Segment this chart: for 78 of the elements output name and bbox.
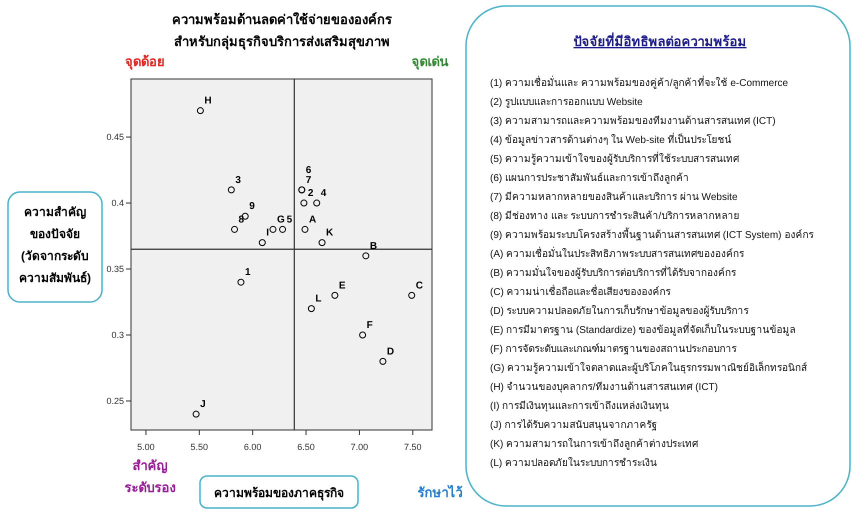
point [331, 292, 338, 299]
text: (A) ความเชื่อมั่นในประสิทธิภาพระบบสารสนเทศขององค์กร [490, 246, 746, 260]
annotation: A [308, 214, 316, 226]
text: (9) ความพร้อมระบบโครงสร้างพื้นฐานด้านสารสนเทศ (ICT System) องค์กร [490, 227, 814, 241]
text: จุดด้อย [125, 54, 165, 70]
point [318, 239, 326, 246]
annotation: C [416, 280, 423, 292]
point [362, 252, 370, 260]
text: (J) การได้รับความสนับสนุนจากภาครัฐ [490, 419, 658, 431]
chart-title: ความพร้อมด้านลดค่าใช้จ่ายขององค์กร [172, 11, 392, 27]
annotation: G [276, 214, 285, 226]
text: (L) ความปลอดภัยในระบบการชำระเงิน [490, 457, 657, 469]
x-tick-label: 5.00 [137, 442, 155, 452]
point [269, 226, 276, 233]
point [196, 107, 204, 114]
x-axis-title: ความพร้อมของภาคธุรกิจ [214, 486, 344, 501]
y-tick-label: 0.4 [111, 198, 124, 208]
annotation: 7 [306, 174, 312, 186]
y-axis-title: ความสำคัญ ของปัจจัย (วัดจากระดับ ความสัมพันธ์) [19, 205, 91, 285]
annotation: 1 [244, 267, 251, 278]
text: (G) ความรู้ความเข้าใจตลาดและผู้บริโภคในธุรกรรมพาณิชย์อิเล็กทรอนิกส์ [490, 360, 808, 374]
text: (3) ความสามารถและความพร้อมของทีมงานด้านสารสนเทศ (ICT) [490, 115, 776, 127]
annotation: F [366, 320, 373, 331]
x-tick-label: 6.50 [297, 442, 315, 452]
point [308, 305, 315, 312]
x-tick-label: 6.00 [244, 442, 262, 452]
text: (1) ความเชื่อมั่นและ ความพร้อมของคู่ค้า/ลูกค้าที่จะใช้ e-Commerce [490, 75, 789, 89]
y-tick-label: 0.45 [106, 132, 124, 142]
text: สำคัญ ระดับรอง [124, 458, 176, 495]
annotation: K [326, 228, 334, 239]
y-tick-label: 0.25 [106, 396, 124, 406]
annotation: J [200, 399, 206, 410]
text: (8) มีช่องทาง และ ระบบการชำระสินค้า/บริการหลากหลาย [490, 210, 740, 222]
x-tick-label: 7.50 [404, 442, 422, 452]
annotation: I [266, 228, 270, 239]
text: (7) มีความหลากหลายของสินค้าและบริการ ผ่าน Website [490, 191, 738, 203]
x-tick-label: 7.00 [350, 442, 368, 452]
text: (6) แผนการประชาสัมพันธ์และการเข้าถึงลูกค้า [490, 172, 689, 184]
point [300, 200, 308, 207]
chart-subtitle: สำหรับกลุ่มธุรกิจบริการส่งเสริมสุขภาพ [174, 34, 390, 50]
annotation: 4 [320, 188, 327, 200]
annotation: 2 [308, 188, 314, 200]
point [192, 410, 200, 418]
point [359, 331, 366, 338]
point [258, 239, 266, 246]
point [313, 200, 320, 207]
annotation: 5 [286, 214, 293, 226]
text: (5) ความรู้ความเข้าใจของผู้รับบริการที่ใช้ระบบสารสนเทศ [490, 151, 740, 165]
annotation: 3 [235, 174, 242, 186]
point [228, 186, 235, 194]
text: (H) จำนวนของบุคลากร/ทีมงานด้านสารสนเทศ (ICT) [490, 381, 718, 393]
text: (4) ข้อมูลข่าวสารด้านต่างๆ ใน Web-site ที่เป็นประโยชน์ [490, 132, 732, 146]
y-tick-label: 0.3 [111, 330, 124, 340]
text: (I) การมีเงินทุนและการเข้าถึงแหล่งเงินทุน [490, 400, 670, 412]
text: รักษาไว้ [418, 484, 462, 500]
text: (E) การมีมาตรฐาน (Standardize) ของข้อมูลที่จัดเก็บในระบบฐานข้อมูล [490, 322, 796, 336]
text: (K) ความสามารถในการเข้าถึงลูกค้าต่างประเทศ [490, 438, 700, 450]
text: (B) ความมั่นใจของผู้รับบริการต่อบริการที่ได้รับจากองค์กร [490, 265, 738, 279]
text: จุดเด่น [412, 54, 448, 70]
y-tick-label: 0.35 [106, 264, 124, 274]
text: (F) การจัดระดับและเกณฑ์มาตรฐานของสถานประกอบการ [490, 343, 738, 355]
point [301, 226, 308, 233]
annotation: D [386, 346, 394, 358]
annotation: 9 [249, 201, 256, 212]
annotation: 6 [306, 164, 312, 176]
text: ปัจจัยที่มีอิทธิพลต่อความพร้อม [574, 32, 746, 49]
point [237, 278, 244, 286]
annotation: L [315, 294, 322, 305]
annotation: H [204, 96, 212, 107]
text: (2) รูปแบบและการออกแบบ Website [490, 97, 644, 108]
text: (D) ระบบความปลอดภัยในการเก็บรักษาข้อมูลของผู้รับบริการ [490, 303, 750, 317]
text: (C) ความน่าเชื่อถือและชื่อเสียงขององค์กร [490, 284, 672, 298]
annotation: E [338, 280, 346, 292]
point [279, 226, 286, 233]
point [231, 226, 238, 233]
x-tick-label: 5.50 [190, 442, 208, 452]
point [379, 358, 386, 365]
point [408, 292, 416, 299]
